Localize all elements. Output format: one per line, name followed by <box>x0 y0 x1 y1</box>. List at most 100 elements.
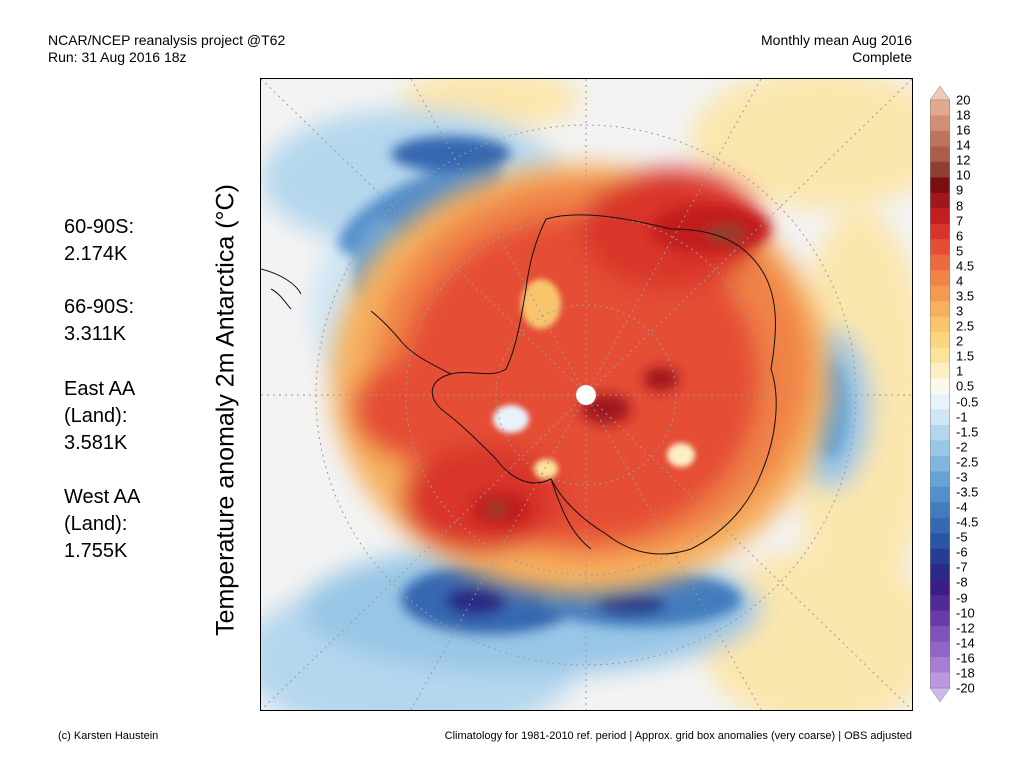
colorbar-tick-label: -1 <box>956 409 968 425</box>
colorbar-border <box>930 99 950 689</box>
colorbar-tick-label: -16 <box>956 650 975 666</box>
colorbar-tick-label: 20 <box>956 92 971 108</box>
stat-value: 3.311K <box>64 323 126 345</box>
colorbar-segment <box>930 130 950 147</box>
colorbar-segment <box>930 657 950 674</box>
dataset-title: NCAR/NCEP reanalysis project @T62 <box>48 32 286 48</box>
colorbar-tick-label: 9 <box>956 182 964 198</box>
colorbar-tick-label: -9 <box>956 590 968 606</box>
colorbar-segment <box>930 610 950 627</box>
south-america-tip <box>261 268 302 310</box>
colorbar-segment <box>930 595 950 612</box>
stat-66-90s: 66-90S: 3.311K <box>64 294 134 348</box>
colorbar-tick-label: -4.5 <box>956 514 979 530</box>
warm-anomaly-cores <box>471 204 771 527</box>
colorbar-tick-label: 6 <box>956 228 964 244</box>
colorbar-segment <box>930 486 950 503</box>
colorbar-segment <box>930 626 950 643</box>
colorbar-tick-label: 18 <box>956 107 971 123</box>
south-pole-marker <box>575 384 597 406</box>
colorbar-tick-label: 4 <box>956 273 964 289</box>
completion-status: Complete <box>852 49 912 65</box>
stat-label: 66-90S: <box>64 296 135 318</box>
colorbar-segment <box>930 471 950 488</box>
colorbar-tick-label: -8 <box>956 574 968 590</box>
credit-text: (c) Karsten Haustein <box>58 730 159 742</box>
stat-value: 1.755K <box>64 540 128 562</box>
colorbar-segment <box>930 363 950 380</box>
stat-sublabel: (Land): <box>64 405 128 427</box>
colorbar-tick-label: 3.5 <box>956 288 975 304</box>
colorbar-segment <box>930 332 950 349</box>
colorbar-tick-label: 2 <box>956 333 964 349</box>
colorbar-tick-label: -1.5 <box>956 424 979 440</box>
colorbar-segment <box>930 223 950 240</box>
colorbar-segment <box>930 285 950 302</box>
colorbar-tick-label: 7 <box>956 213 964 229</box>
colorbar-segment <box>930 564 950 581</box>
antarctica-coastline <box>370 214 777 555</box>
pale-pockets <box>493 279 695 479</box>
colorbar-tick-label: -10 <box>956 605 975 621</box>
colorbar-tick-label: 16 <box>956 122 971 138</box>
colorbar-labels: 20 18 16 14 12 10 9 8 7 6 5 4.5 4 3.5 3 2.5 2 1.5 1 0.5 -0.5… <box>956 86 1016 702</box>
anomaly-map <box>260 78 913 711</box>
colorbar-tick-label: 2.5 <box>956 318 975 334</box>
stat-label: 60-90S: <box>64 216 135 238</box>
stat-label: West AA <box>64 486 141 508</box>
colorbar-tick-label: -5 <box>956 529 968 545</box>
colorbar-segment <box>930 254 950 271</box>
colorbar-tick-label: -18 <box>956 665 975 681</box>
colorbar-arrow-top <box>930 86 950 101</box>
colorbar-segment <box>930 347 950 364</box>
colorbar-segment <box>930 100 950 116</box>
colorbar-tick-label: -3.5 <box>956 484 979 500</box>
colorbar-tick-label: -0.5 <box>956 394 979 410</box>
stat-value: 3.581K <box>64 432 128 454</box>
colorbar <box>930 86 950 702</box>
colorbar-segment <box>930 316 950 333</box>
colorbar-tick-label: 1.5 <box>956 348 975 364</box>
methodology-note: Climatology for 1981-2010 ref. period | … <box>444 730 912 742</box>
colorbar-tick-label: -12 <box>956 620 975 636</box>
warm-anomaly-field <box>331 164 831 594</box>
colorbar-segment <box>930 378 950 395</box>
colorbar-segment <box>930 672 950 689</box>
run-time: Run: 31 Aug 2016 18z <box>48 49 187 65</box>
colorbar-tick-label: -4 <box>956 499 968 515</box>
colorbar-tick-label: 12 <box>956 152 971 168</box>
stat-sublabel: (Land): <box>64 513 128 535</box>
colorbar-tick-label: -14 <box>956 635 975 651</box>
colorbar-segment <box>930 548 950 565</box>
header-left: NCAR/NCEP reanalysis project @T62 Run: 3… <box>48 32 285 66</box>
colorbar-tick-label: 5 <box>956 243 964 259</box>
stat-value: 2.174K <box>64 243 128 265</box>
colorbar-segment <box>930 502 950 519</box>
colorbar-segment <box>930 641 950 658</box>
colorbar-segment <box>930 301 950 318</box>
colorbar-segment <box>930 192 950 209</box>
map-vertical-title: Temperature anomaly 2m Antarctica (°C) <box>211 184 240 636</box>
colorbar-tick-label: 0.5 <box>956 378 975 394</box>
colorbar-tick-label: -2.5 <box>956 454 979 470</box>
header-right: Monthly mean Aug 2016 Complete <box>761 32 912 66</box>
period-title: Monthly mean Aug 2016 <box>761 32 912 48</box>
stat-60-90s: 60-90S: 2.174K <box>64 214 134 268</box>
colorbar-segment <box>930 455 950 472</box>
colorbar-segment <box>930 409 950 426</box>
colorbar-segment <box>930 115 950 132</box>
colorbar-tick-label: 3 <box>956 303 964 319</box>
colorbar-tick-label: -2 <box>956 439 968 455</box>
colorbar-segment <box>930 146 950 163</box>
colorbar-tick-label: -20 <box>956 680 975 696</box>
colorbar-segment <box>930 517 950 534</box>
colorbar-segment <box>930 533 950 550</box>
stat-west-aa: West AA (Land): 1.755K <box>64 484 140 565</box>
colorbar-tick-label: 10 <box>956 167 971 183</box>
colorbar-tick-label: 4.5 <box>956 258 975 274</box>
colorbar-segment <box>930 394 950 410</box>
colorbar-arrow-bottom <box>930 687 950 702</box>
colorbar-segment <box>930 208 950 225</box>
colorbar-segment <box>930 161 950 178</box>
stat-label: East AA <box>64 378 136 400</box>
